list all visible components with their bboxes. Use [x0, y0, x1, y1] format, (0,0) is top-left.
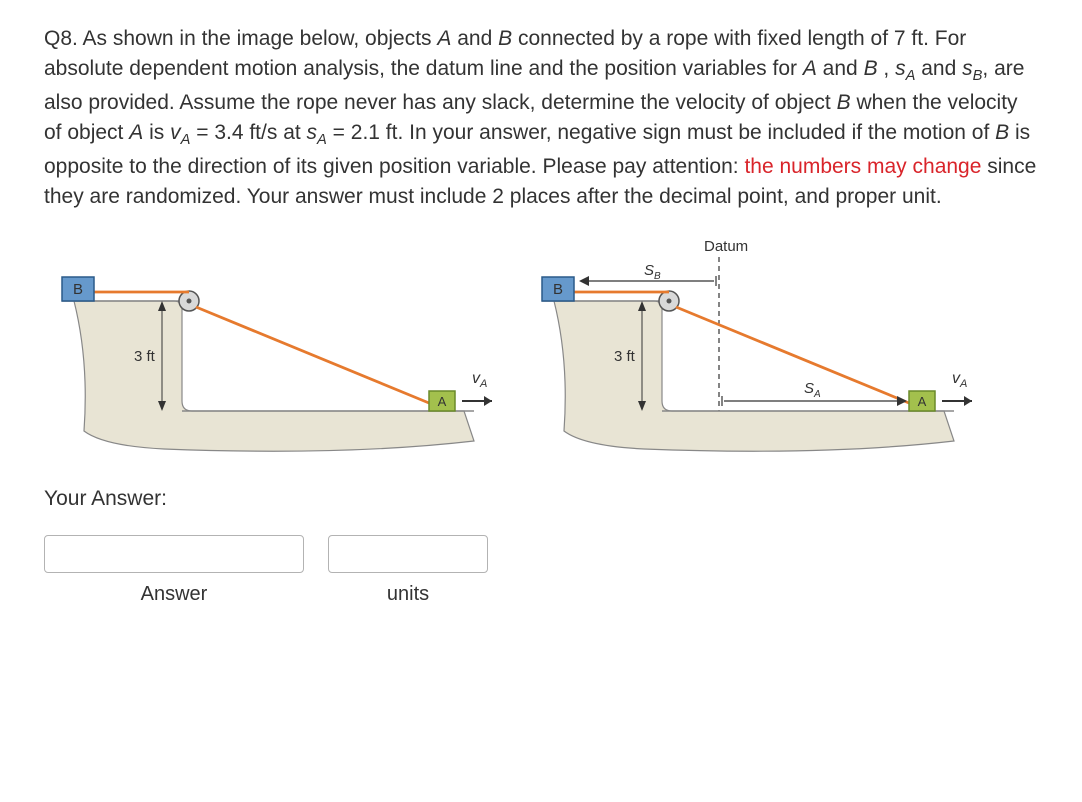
- units-input[interactable]: [328, 535, 488, 573]
- sa-arrow-head: [897, 396, 907, 406]
- diagram-row: B A vA 3 ft Datum: [44, 241, 1038, 461]
- rope-diagonal: [676, 307, 909, 403]
- q-eq1: = 3.4 ft/s at: [190, 121, 306, 144]
- q-objB: B: [498, 27, 512, 50]
- answer-section: Your Answer: Answer units: [44, 487, 1038, 606]
- q-objA3: A: [129, 121, 143, 144]
- va-label: vA: [952, 370, 967, 390]
- q-objB4: B: [995, 121, 1009, 144]
- block-b-label: B: [553, 281, 563, 298]
- q-vA: vA: [170, 121, 190, 144]
- va-label: vA: [472, 370, 487, 390]
- question-text: Q8. As shown in the image below, objects…: [44, 24, 1038, 213]
- sb-arrow-head: [579, 276, 589, 286]
- q-objB2: B: [864, 57, 878, 80]
- q-objA: A: [437, 27, 451, 50]
- q-is1: is: [143, 121, 170, 144]
- block-b-label: B: [73, 281, 83, 298]
- diagram-left: B A vA 3 ft: [44, 241, 524, 461]
- rope-diagonal: [196, 307, 429, 403]
- q-warning: the numbers may change: [744, 155, 981, 178]
- sa-label: SA: [804, 380, 821, 400]
- q-comma1: ,: [878, 57, 896, 80]
- q-prefix: Q8. As shown in the image below, objects: [44, 27, 437, 50]
- units-caption: units: [387, 583, 429, 606]
- q-sA: sA: [895, 57, 915, 80]
- answer-inputs-row: Answer units: [44, 535, 1038, 606]
- q-and1: and: [451, 27, 498, 50]
- height-label: 3 ft: [134, 348, 156, 365]
- pulley-pin: [667, 298, 672, 303]
- sb-label: SB: [644, 262, 661, 282]
- answer-input[interactable]: [44, 535, 304, 573]
- va-arrow-head: [484, 396, 492, 406]
- q-objB3: B: [837, 91, 851, 114]
- pulley-pin: [187, 298, 192, 303]
- q-sA2: sA: [307, 121, 327, 144]
- q-eq2: = 2.1 ft. In your answer, negative sign …: [327, 121, 995, 144]
- q-sB: sB: [962, 57, 982, 80]
- block-a-label: A: [438, 394, 447, 409]
- block-a-label: A: [918, 394, 927, 409]
- height-label: 3 ft: [614, 348, 636, 365]
- answer-caption: Answer: [141, 583, 208, 606]
- q-and3: and: [915, 57, 962, 80]
- diagram-right: Datum B A vA 3 ft: [524, 241, 1004, 461]
- ground-shape: [74, 301, 474, 451]
- q-and2: and: [817, 57, 864, 80]
- your-answer-label: Your Answer:: [44, 487, 1038, 511]
- va-arrow-head: [964, 396, 972, 406]
- units-input-group: units: [328, 535, 488, 606]
- answer-input-group: Answer: [44, 535, 304, 606]
- datum-label: Datum: [704, 241, 748, 255]
- q-objA2: A: [803, 57, 817, 80]
- ground-shape: [554, 301, 954, 451]
